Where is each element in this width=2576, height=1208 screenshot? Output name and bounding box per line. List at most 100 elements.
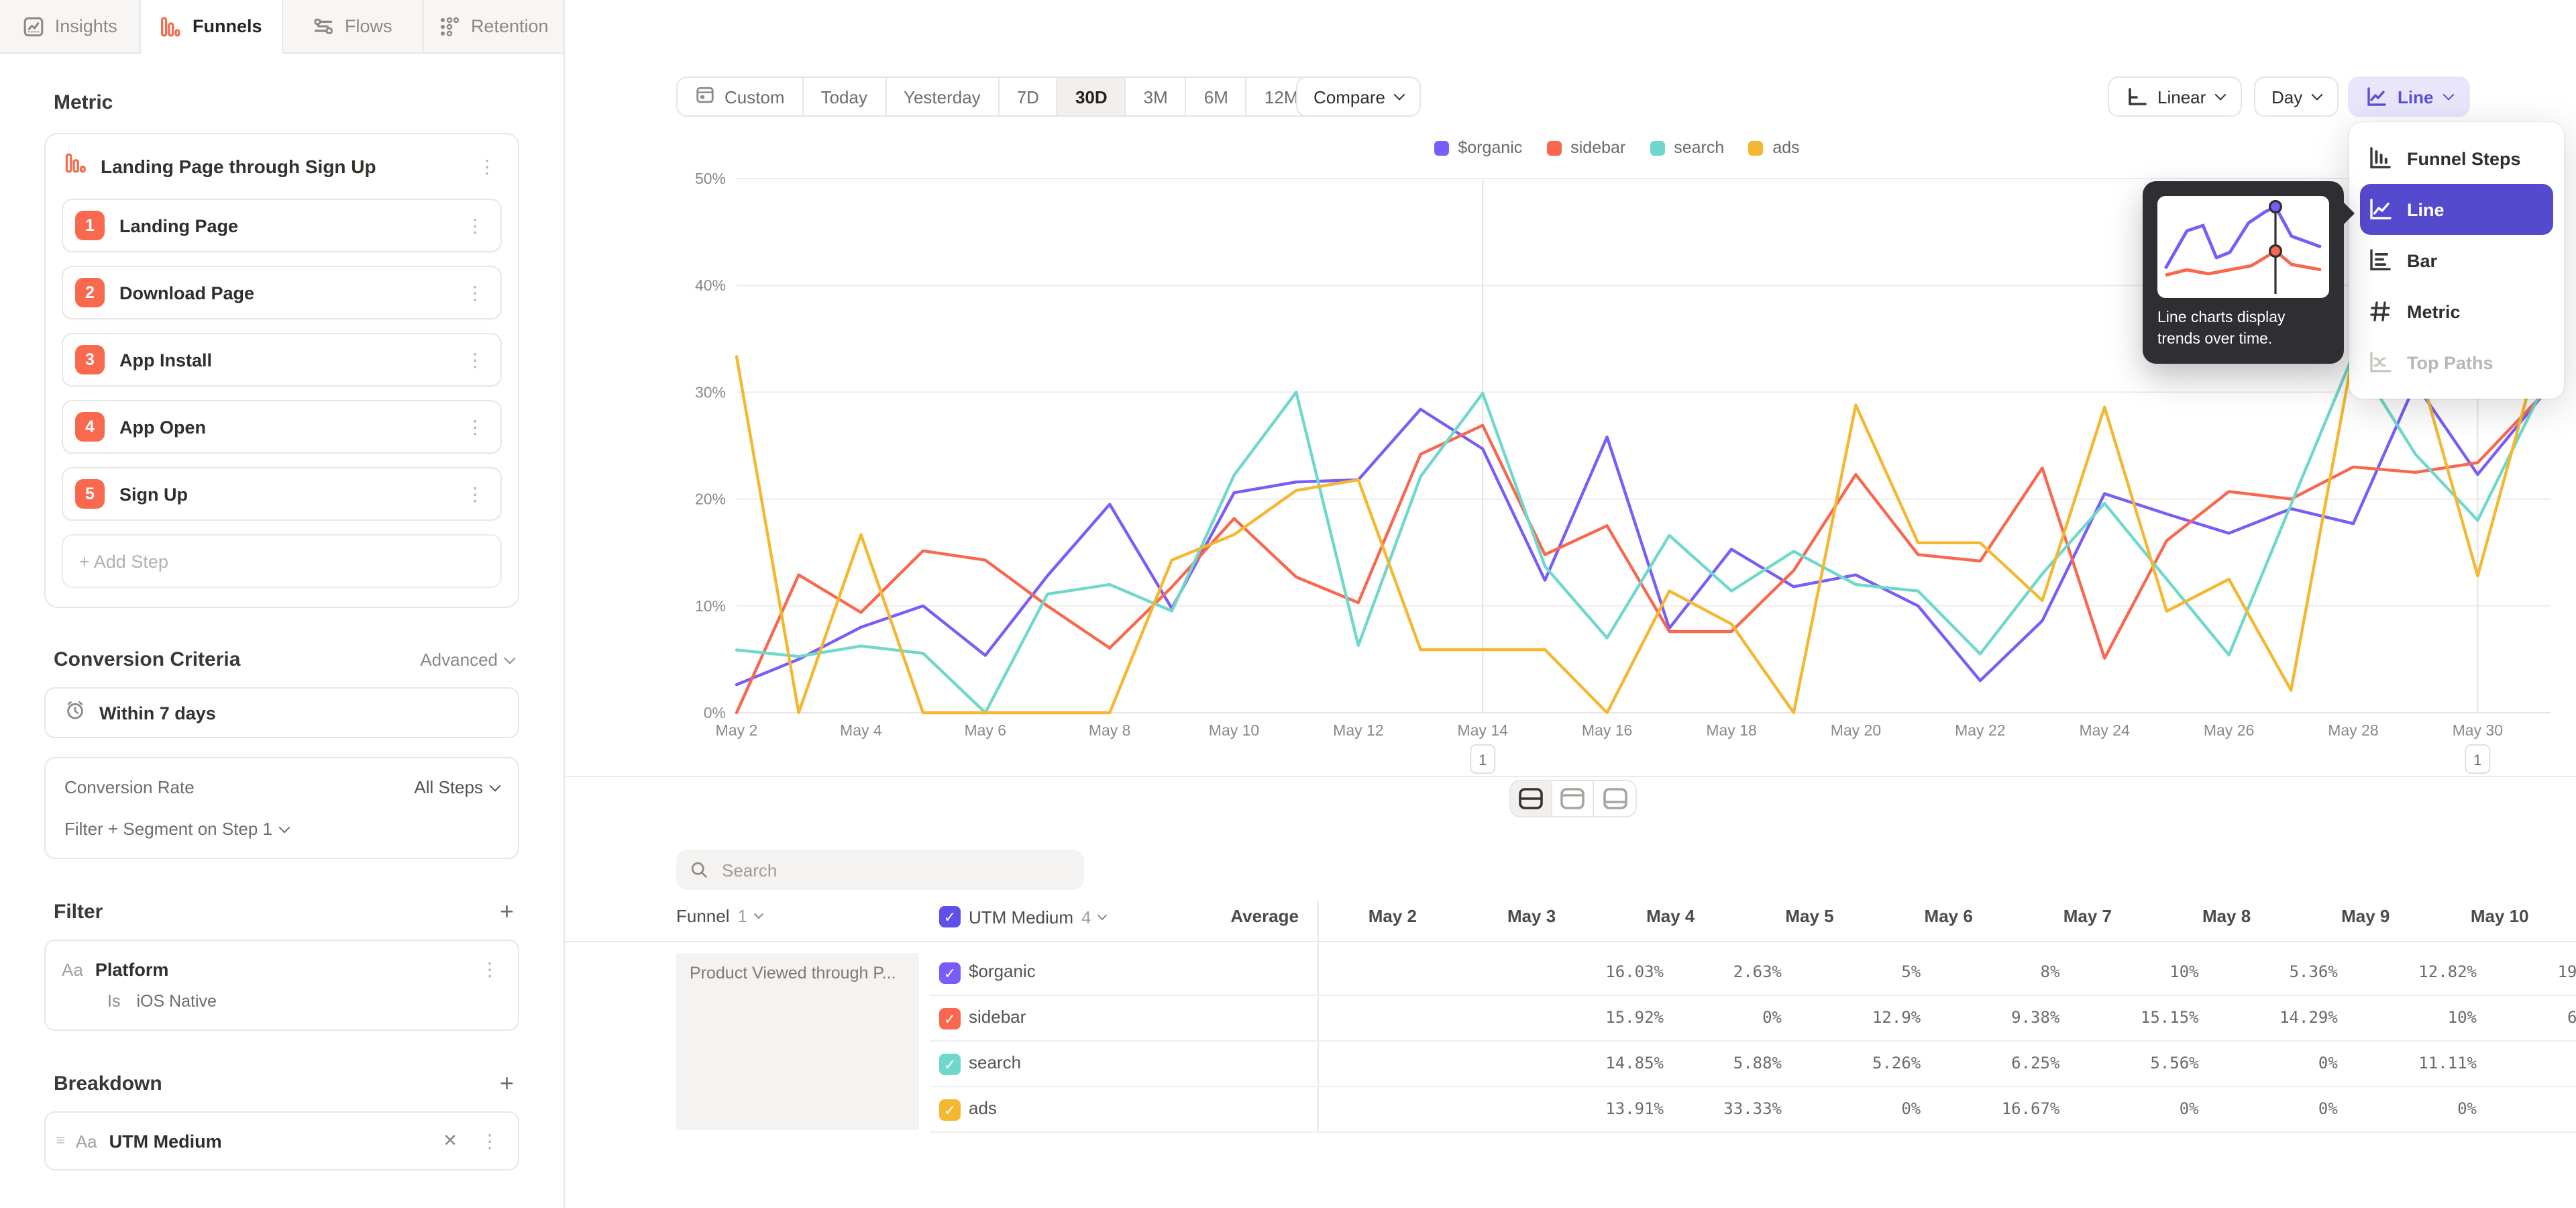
range-12m[interactable]: 12M xyxy=(1247,78,1316,115)
conversion-rate-label: Conversion Rate xyxy=(64,777,195,797)
table-header: Funnel 1 ✓ UTM Medium 4 Average May 2 May… xyxy=(565,901,2576,942)
range-today[interactable]: Today xyxy=(804,78,886,115)
conversion-window-button[interactable]: Within 7 days xyxy=(44,687,519,738)
insights-icon xyxy=(23,15,44,37)
step-kebab-icon[interactable]: ⋮ xyxy=(466,282,484,303)
menu-item-bar[interactable]: Bar xyxy=(2349,235,2564,286)
range-custom[interactable]: Custom xyxy=(678,78,804,115)
cell-value: 9.38% xyxy=(2011,1008,2060,1027)
average-column-header[interactable]: Average xyxy=(1230,906,1299,926)
filter-segment-dropdown[interactable]: Filter + Segment on Step 1 xyxy=(64,819,290,839)
range-7d[interactable]: 7D xyxy=(1000,78,1058,115)
annotation-badge[interactable] xyxy=(2465,744,2491,774)
step-kebab-icon[interactable]: ⋮ xyxy=(466,215,484,236)
date-column-header[interactable]: May 2 xyxy=(1368,906,1417,926)
column-divider xyxy=(1318,901,1319,1133)
cell-value: 0% xyxy=(2495,1099,2576,1118)
annotation-badge[interactable] xyxy=(1470,744,1496,774)
select-all-checkbox[interactable]: ✓ xyxy=(939,906,961,927)
range-30d[interactable]: 30D xyxy=(1057,78,1126,115)
metric-kebab-icon[interactable]: ⋮ xyxy=(478,156,496,177)
metric-title: Landing Page through Sign Up xyxy=(101,156,376,177)
breakdown-card[interactable]: ≡ Aa UTM Medium ✕ ⋮ xyxy=(44,1111,519,1170)
cell-value: 11.11% xyxy=(2418,1054,2477,1072)
date-range-selector: Custom Today Yesterday 7D 30D 3M 6M 12M xyxy=(676,77,1318,117)
all-steps-dropdown[interactable]: All Steps xyxy=(414,777,501,797)
legend-item-sidebar[interactable]: sidebar xyxy=(1546,138,1625,157)
menu-item-label: Top Paths xyxy=(2407,352,2493,372)
average-value: 13.91% xyxy=(1605,1099,1664,1118)
layout-table-button[interactable] xyxy=(1594,781,1635,816)
chevron-down-icon xyxy=(2311,89,2323,101)
search-input[interactable] xyxy=(719,858,1071,881)
x-axis-label: May 26 xyxy=(2204,721,2254,739)
funnel-step-5[interactable]: 5 Sign Up ⋮ xyxy=(62,467,502,521)
step-kebab-icon[interactable]: ⋮ xyxy=(466,483,484,505)
add-step-button[interactable]: + Add Step xyxy=(62,534,502,588)
funnel-step-3[interactable]: 3 App Install ⋮ xyxy=(62,333,502,387)
chart-type-dropdown[interactable]: Line xyxy=(2348,77,2470,117)
filter-value[interactable]: iOS Native xyxy=(136,992,217,1011)
tab-insights[interactable]: Insights xyxy=(0,0,142,52)
legend-item-organic[interactable]: $organic xyxy=(1434,138,1522,157)
segment-name: ads xyxy=(969,1098,997,1118)
breakdown-kebab-icon[interactable]: ⋮ xyxy=(480,1130,499,1152)
legend-label: $organic xyxy=(1458,138,1523,157)
cell-value: 12.9% xyxy=(1872,1008,1921,1027)
legend-item-ads[interactable]: ads xyxy=(1748,138,1800,157)
filter-operator[interactable]: Is xyxy=(107,992,121,1011)
add-breakdown-button[interactable]: + xyxy=(499,1070,514,1097)
tab-funnels[interactable]: Funnels xyxy=(141,0,282,54)
row-checkbox[interactable]: ✓ xyxy=(939,1008,961,1029)
funnel-column-header[interactable]: Funnel 1 xyxy=(676,906,764,926)
funnel-name-cell[interactable]: Product Viewed through P... xyxy=(676,953,919,1130)
range-yesterday[interactable]: Yesterday xyxy=(886,78,1000,115)
legend-item-search[interactable]: search xyxy=(1650,138,1724,157)
segment-column-header[interactable]: ✓ UTM Medium 4 xyxy=(939,906,1108,927)
tab-flows[interactable]: Flows xyxy=(282,0,424,52)
tab-retention[interactable]: Retention xyxy=(424,0,564,52)
cell-value: 5.88% xyxy=(1733,1054,1782,1072)
date-column-header[interactable]: May 6 xyxy=(1924,906,1973,926)
table-row-search[interactable]: ✓ search 14.85% 5.88% 5.26% 6.25% 5.56% 0% 11.11… xyxy=(930,1042,2576,1087)
row-checkbox[interactable]: ✓ xyxy=(939,1099,961,1121)
layout-chart-button[interactable] xyxy=(1552,781,1594,816)
chevron-down-icon xyxy=(278,821,290,833)
date-column-header[interactable]: May 9 xyxy=(2341,906,2390,926)
funnel-step-4[interactable]: 4 App Open ⋮ xyxy=(62,400,502,454)
layout-split-button[interactable] xyxy=(1511,781,1552,816)
add-filter-button[interactable]: + xyxy=(499,898,514,925)
granularity-dropdown[interactable]: Day xyxy=(2254,77,2339,117)
date-column-header[interactable]: May 5 xyxy=(1785,906,1834,926)
date-column-header[interactable]: May 3 xyxy=(1507,906,1556,926)
date-column-header[interactable]: May 10 xyxy=(2470,906,2529,926)
table-row-ads[interactable]: ✓ads13.91%33.33%0%16.67%0%0%0%0%14.29%16… xyxy=(930,1087,2576,1133)
step-kebab-icon[interactable]: ⋮ xyxy=(466,416,484,438)
date-column-header[interactable]: May 7 xyxy=(2063,906,2112,926)
average-value: 14.85% xyxy=(1605,1054,1664,1072)
filter-kebab-icon[interactable]: ⋮ xyxy=(480,958,499,980)
compare-button[interactable]: Compare xyxy=(1296,77,1421,117)
funnel-step-2[interactable]: 2 Download Page ⋮ xyxy=(62,266,502,319)
funnel-step-1[interactable]: 1 Landing Page ⋮ xyxy=(62,199,502,252)
advanced-dropdown[interactable]: Advanced xyxy=(420,650,516,670)
date-column-header[interactable]: May 4 xyxy=(1646,906,1695,926)
scale-dropdown[interactable]: Linear xyxy=(2108,77,2243,117)
step-kebab-icon[interactable]: ⋮ xyxy=(466,349,484,370)
row-checkbox[interactable]: ✓ xyxy=(939,1054,961,1075)
menu-item-metric[interactable]: Metric xyxy=(2349,286,2564,337)
drag-handle-icon[interactable]: ≡ xyxy=(56,1133,65,1149)
table-row-sidebar[interactable]: ✓ sidebar 15.92% 0% 12.9% 9.38% 15.15% 14.29% 10… xyxy=(930,996,2576,1042)
filter-card[interactable]: Aa Platform ⋮ Is iOS Native xyxy=(44,940,519,1031)
range-3m[interactable]: 3M xyxy=(1126,78,1187,115)
menu-item-funnel-steps[interactable]: Funnel Steps xyxy=(2349,133,2564,184)
step-number-badge: 1 xyxy=(75,211,105,240)
row-checkbox[interactable]: ✓ xyxy=(939,962,961,984)
menu-item-line[interactable]: Line xyxy=(2360,184,2553,235)
step-number-badge: 2 xyxy=(75,278,105,307)
remove-breakdown-icon[interactable]: ✕ xyxy=(443,1130,458,1150)
table-row-organic[interactable]: ✓ $organic 16.03% 2.63% 5% 8% 10% 5.36% 12.82% 19… xyxy=(930,950,2576,996)
range-6m[interactable]: 6M xyxy=(1187,78,1247,115)
date-column-header[interactable]: May 8 xyxy=(2202,906,2251,926)
